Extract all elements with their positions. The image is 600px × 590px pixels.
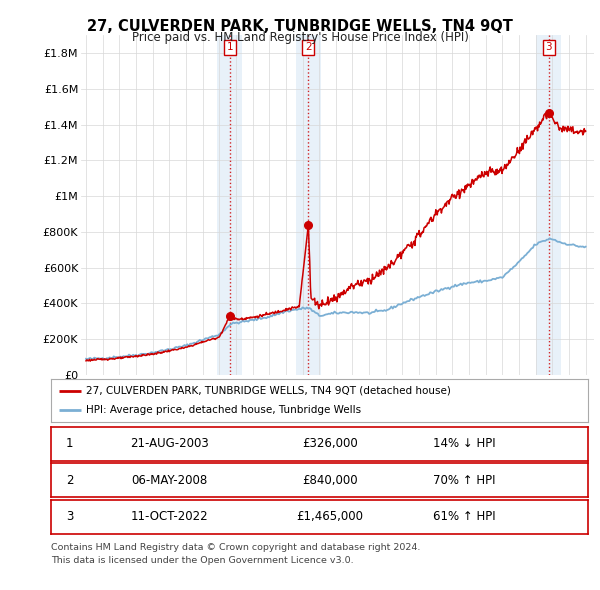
Text: 3: 3 (545, 42, 552, 53)
Text: 3: 3 (66, 510, 73, 523)
Text: 27, CULVERDEN PARK, TUNBRIDGE WELLS, TN4 9QT: 27, CULVERDEN PARK, TUNBRIDGE WELLS, TN4… (87, 19, 513, 34)
Text: 70% ↑ HPI: 70% ↑ HPI (433, 474, 496, 487)
Text: £1,465,000: £1,465,000 (297, 510, 364, 523)
Bar (217, 35, 242, 375)
Text: 2: 2 (66, 474, 74, 487)
Text: 61% ↑ HPI: 61% ↑ HPI (433, 510, 496, 523)
Text: 14% ↓ HPI: 14% ↓ HPI (433, 437, 496, 450)
Text: 21-AUG-2003: 21-AUG-2003 (130, 437, 209, 450)
Text: 11-OCT-2022: 11-OCT-2022 (130, 510, 208, 523)
Text: Contains HM Land Registry data © Crown copyright and database right 2024.: Contains HM Land Registry data © Crown c… (51, 543, 421, 552)
Text: 1: 1 (66, 437, 74, 450)
Text: 2: 2 (305, 42, 311, 53)
Text: 06-MAY-2008: 06-MAY-2008 (131, 474, 207, 487)
Text: HPI: Average price, detached house, Tunbridge Wells: HPI: Average price, detached house, Tunb… (86, 405, 361, 415)
Text: 1: 1 (227, 42, 233, 53)
Text: Price paid vs. HM Land Registry's House Price Index (HPI): Price paid vs. HM Land Registry's House … (131, 31, 469, 44)
Bar (536, 35, 561, 375)
Text: 27, CULVERDEN PARK, TUNBRIDGE WELLS, TN4 9QT (detached house): 27, CULVERDEN PARK, TUNBRIDGE WELLS, TN4… (86, 386, 451, 396)
Bar (296, 35, 321, 375)
Text: This data is licensed under the Open Government Licence v3.0.: This data is licensed under the Open Gov… (51, 556, 353, 565)
Text: £840,000: £840,000 (302, 474, 358, 487)
Text: £326,000: £326,000 (302, 437, 358, 450)
